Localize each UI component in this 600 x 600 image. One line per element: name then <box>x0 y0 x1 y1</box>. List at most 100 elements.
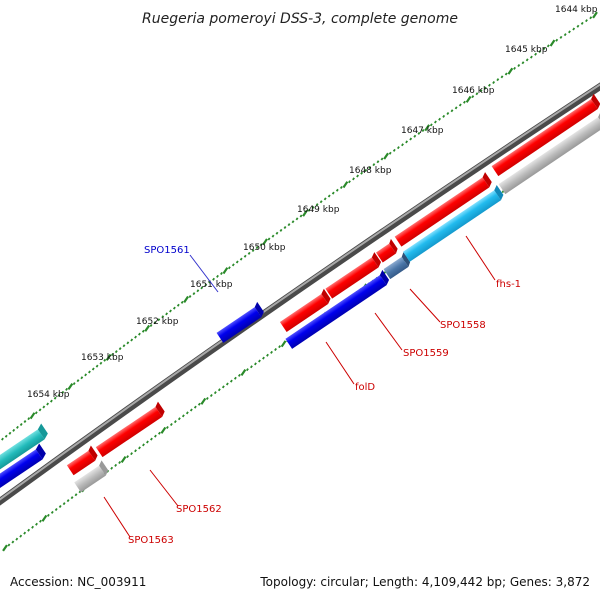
tick-mark <box>279 228 283 232</box>
gene-red-fwd-2[interactable] <box>324 252 383 299</box>
tick-mark <box>401 143 404 147</box>
gene-red-small[interactable] <box>374 238 399 263</box>
connector-spo1561 <box>189 254 219 293</box>
gene-spo1559[interactable] <box>382 252 412 280</box>
tick-mark <box>250 365 253 369</box>
tick-mark <box>39 519 42 523</box>
tick-mark <box>221 385 225 389</box>
tick-mark <box>233 376 237 380</box>
tick-mark <box>239 257 243 261</box>
tick-mark <box>500 75 504 79</box>
tick-mark <box>122 344 126 348</box>
tick-mark <box>188 295 192 299</box>
tick-mark <box>348 180 351 184</box>
tick-mark <box>315 203 319 207</box>
gene-label-fold: folD <box>355 382 375 393</box>
tick-mark <box>220 271 223 275</box>
tick-mark <box>23 531 27 535</box>
tick-mark <box>65 387 68 391</box>
tick-mark <box>27 417 31 421</box>
tick-mark <box>200 286 204 290</box>
tick-mark <box>335 188 339 192</box>
tick-mark <box>53 396 57 400</box>
tick-mark <box>372 163 376 167</box>
tick-mark <box>181 414 185 418</box>
gene-red-fwd-1[interactable] <box>278 288 332 332</box>
tick-mark <box>7 543 11 547</box>
kbp-label-1647: 1647 kbp <box>401 126 444 136</box>
tick-mark <box>429 123 433 127</box>
gene-fold[interactable] <box>284 269 391 349</box>
tick-mark <box>417 131 421 135</box>
tick-mark <box>559 35 563 39</box>
tick-mark <box>529 55 533 59</box>
gene-label-spo1561: SPO1561 <box>144 245 190 256</box>
tick-mark <box>409 137 413 141</box>
tick-mark <box>197 402 201 406</box>
tick-mark <box>327 194 331 198</box>
tick-mark <box>8 431 12 435</box>
tick-mark <box>383 152 389 160</box>
gene-spo1562[interactable] <box>94 401 166 458</box>
kbp-label-1644: 1644 kbp <box>555 5 598 15</box>
tick-mark <box>274 348 277 352</box>
tick-mark <box>58 505 62 509</box>
tick-mark <box>262 356 265 360</box>
tick-mark <box>27 528 31 532</box>
tick-mark <box>360 171 364 175</box>
tick-mark <box>534 52 538 56</box>
gene-fhs-1[interactable] <box>401 184 505 262</box>
tick-mark <box>254 362 257 366</box>
tick-mark <box>555 38 559 42</box>
tick-mark <box>376 160 380 164</box>
tick-mark <box>271 234 275 238</box>
tick-mark <box>278 345 281 349</box>
tick-mark <box>169 309 172 313</box>
tick-mark <box>118 347 122 351</box>
tick-mark <box>15 537 19 541</box>
gene-spo1561[interactable] <box>215 301 266 343</box>
tick-mark <box>157 431 161 435</box>
tick-mark <box>538 49 542 53</box>
tick-mark <box>180 300 184 304</box>
tick-mark <box>287 223 291 227</box>
connector-spo1563 <box>103 496 131 538</box>
tick-mark <box>114 350 118 354</box>
gene-blue-left[interactable] <box>0 443 48 498</box>
tick-mark <box>217 388 221 392</box>
kbp-label-1646: 1646 kbp <box>452 86 495 96</box>
kbp-label-1645: 1645 kbp <box>505 45 548 55</box>
tick-mark <box>235 260 239 264</box>
tick-mark <box>525 58 529 62</box>
tick-mark <box>160 426 167 434</box>
tick-mark <box>291 220 295 224</box>
tick-mark <box>62 502 66 506</box>
gene-red-fwd-4[interactable] <box>490 93 600 177</box>
tick-mark <box>138 446 141 450</box>
tick-mark <box>12 428 16 432</box>
connector-spo1562 <box>149 469 179 507</box>
tick-mark <box>237 373 241 377</box>
tick-mark <box>161 315 165 319</box>
kbp-label-1649: 1649 kbp <box>297 205 340 215</box>
tick-mark <box>504 72 508 76</box>
accession-label: Accession: NC_003911 <box>10 575 146 589</box>
tick-mark <box>479 89 483 93</box>
gene-red-fwd-3[interactable] <box>393 172 493 247</box>
gene-gray-right[interactable] <box>497 111 600 195</box>
tick-mark <box>16 425 19 429</box>
gene-teal-left[interactable] <box>0 423 50 478</box>
tick-mark <box>2 544 8 552</box>
tick-mark <box>130 338 134 342</box>
kbp-label-1648: 1648 kbp <box>349 166 392 176</box>
tick-mark <box>280 340 287 348</box>
gene-spo1563-fwd[interactable] <box>65 445 99 476</box>
tick-mark <box>67 382 74 391</box>
tick-mark <box>262 238 268 246</box>
tick-mark <box>212 277 215 281</box>
tick-mark <box>283 226 287 229</box>
tick-mark <box>475 92 479 96</box>
gene-label-fhs1: fhs-1 <box>496 279 521 290</box>
tick-mark <box>589 16 593 20</box>
gene-spo1563[interactable] <box>73 460 110 493</box>
